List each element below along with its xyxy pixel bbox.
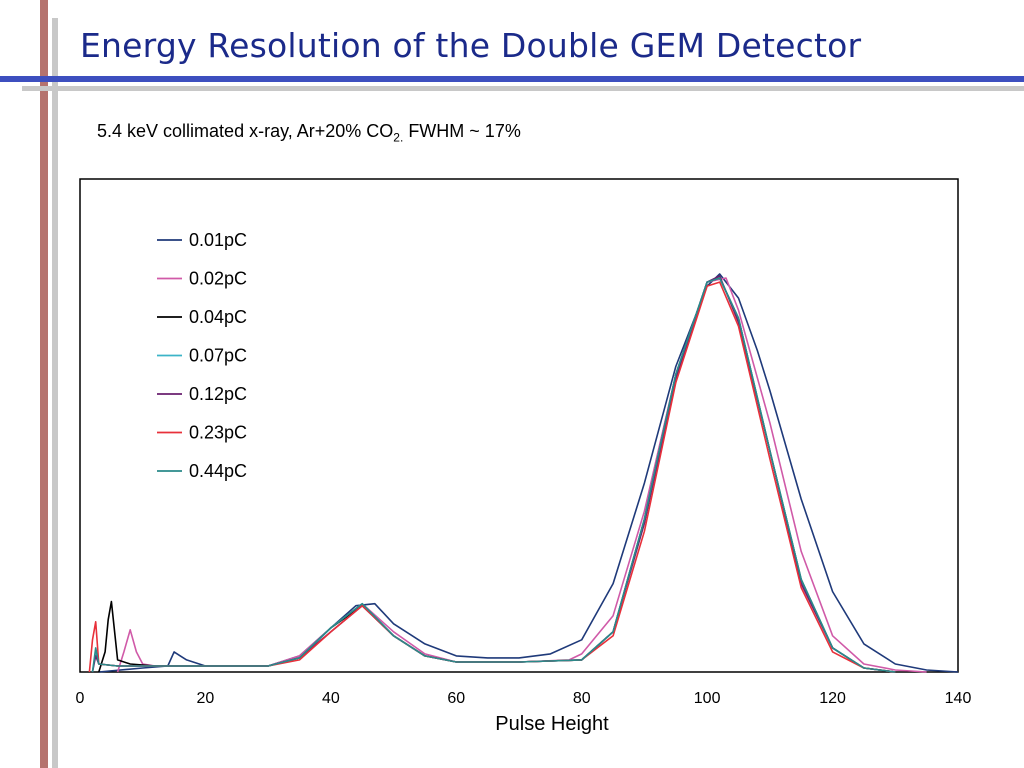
legend-label: 0.12pC (189, 384, 247, 404)
legend-label: 0.01pC (189, 230, 247, 250)
accent-bar-vertical-red (40, 0, 48, 768)
plot-frame (79, 178, 959, 673)
subtitle-text: 5.4 keV collimated x-ray, Ar+20% CO (97, 121, 394, 141)
subtitle-text-end: FWHM ~ 17% (403, 121, 521, 141)
accent-bar-vertical-gray (52, 18, 58, 768)
legend-label: 0.02pC (189, 269, 247, 289)
x-tick-label: 60 (447, 690, 465, 707)
subtitle-subscript: 2. (393, 130, 404, 145)
x-tick-label: 120 (819, 690, 846, 707)
legend: 0.01pC 0.02pC 0.04pC 0.07pC 0.12pC 0.23pC 0.44… (157, 230, 247, 481)
slide-title: Energy Resolution of the Double GEM Dete… (80, 26, 862, 65)
legend-label: 0.23pC (189, 423, 247, 443)
x-axis-label: Pulse Height (495, 713, 609, 735)
x-tick-label: 0 (76, 690, 85, 707)
series-line-0-44pC (91, 277, 896, 673)
legend-label: 0.04pC (189, 307, 247, 327)
legend-label: 0.44pC (189, 461, 247, 481)
tick-layer: 0 20 40 60 80 100 120 140 (76, 690, 972, 707)
series-line-0-01pC (98, 273, 959, 673)
x-tick-label: 80 (573, 690, 591, 707)
x-tick-label: 100 (694, 690, 721, 707)
x-tick-label: 140 (945, 690, 972, 707)
series-layer (88, 273, 959, 673)
x-tick-label: 40 (322, 690, 340, 707)
accent-bar-horizontal-gray (22, 86, 1024, 91)
chart-subtitle: 5.4 keV collimated x-ray, Ar+20% CO2. FW… (97, 121, 521, 145)
legend-label: 0.07pC (189, 346, 247, 366)
x-tick-label: 20 (197, 690, 215, 707)
accent-bar-horizontal-blue (0, 76, 1024, 82)
